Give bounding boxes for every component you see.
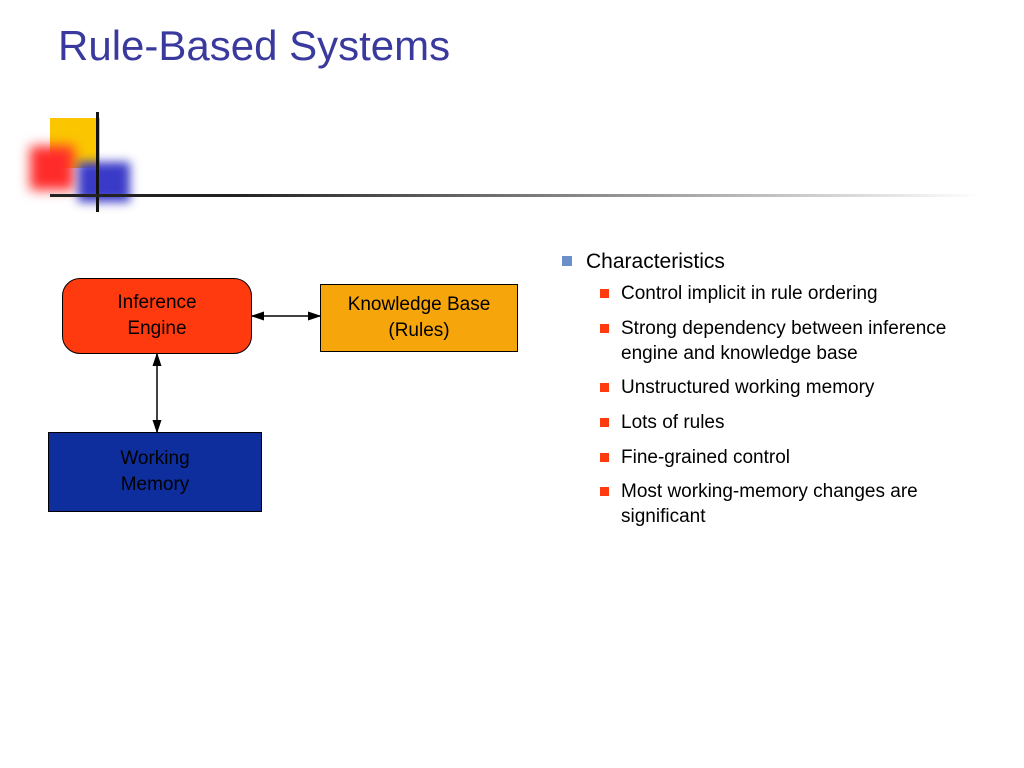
deco-hline <box>50 194 980 197</box>
characteristics-item-text: Strong dependency between inference engi… <box>621 317 984 366</box>
characteristics-heading-row: Characteristics <box>562 248 984 276</box>
node-inference-label2: Engine <box>117 316 196 342</box>
node-knowledge-label2: (Rules) <box>348 318 491 344</box>
characteristics-item: Control implicit in rule ordering <box>600 282 984 307</box>
square-bullet-icon <box>600 383 609 392</box>
characteristics-item: Unstructured working memory <box>600 376 984 401</box>
characteristics-heading: Characteristics <box>586 248 725 276</box>
square-bullet-icon <box>600 487 609 496</box>
node-knowledge-base: Knowledge Base (Rules) <box>320 284 518 352</box>
node-working-label2: Memory <box>120 472 189 498</box>
node-inference-label1: Inference <box>117 290 196 316</box>
characteristics-item: Fine-grained control <box>600 446 984 471</box>
slide-title: Rule-Based Systems <box>58 22 450 70</box>
node-working-label1: Working <box>120 446 189 472</box>
square-bullet-icon <box>600 289 609 298</box>
characteristics-items: Control implicit in rule ordering Strong … <box>600 282 984 530</box>
characteristics-list: Characteristics Control implicit in rule… <box>562 248 984 540</box>
characteristics-item-text: Lots of rules <box>621 411 725 436</box>
characteristics-item: Lots of rules <box>600 411 984 436</box>
characteristics-item-text: Control implicit in rule ordering <box>621 282 878 307</box>
node-working-memory: Working Memory <box>48 432 262 512</box>
node-inference-engine: Inference Engine <box>62 278 252 354</box>
square-bullet-icon <box>600 418 609 427</box>
square-bullet-icon <box>600 453 609 462</box>
characteristics-item: Strong dependency between inference engi… <box>600 317 984 366</box>
square-bullet-icon <box>600 324 609 333</box>
deco-red-box <box>30 146 74 190</box>
square-bullet-icon <box>562 256 572 266</box>
characteristics-item: Most working-memory changes are signific… <box>600 480 984 529</box>
characteristics-item-text: Most working-memory changes are signific… <box>621 480 984 529</box>
characteristics-item-text: Unstructured working memory <box>621 376 874 401</box>
deco-vline <box>96 112 99 212</box>
node-knowledge-label1: Knowledge Base <box>348 292 491 318</box>
characteristics-item-text: Fine-grained control <box>621 446 790 471</box>
